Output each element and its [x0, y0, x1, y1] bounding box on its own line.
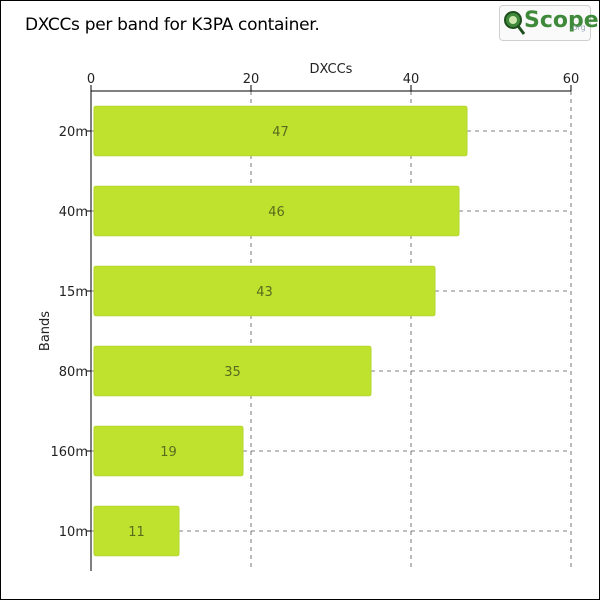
logo-text: Scope: [524, 8, 599, 33]
bar-value-label: 46: [268, 205, 285, 220]
y-axis-title: Bands: [38, 311, 53, 351]
bar: [93, 505, 180, 557]
x-tick-label: 60: [563, 72, 580, 87]
bar: [93, 185, 460, 237]
y-tick-label: 15m: [59, 285, 88, 300]
chart-title: DXCCs per band for K3PA container.: [25, 15, 320, 35]
bar: [93, 265, 436, 317]
x-tick-label: 20: [243, 72, 260, 87]
y-tick-label: 10m: [59, 525, 88, 540]
y-tick-label: 20m: [59, 125, 88, 140]
y-tick-label: 40m: [59, 205, 88, 220]
bar-value-label: 19: [160, 445, 177, 460]
x-tick-label: 0: [87, 72, 95, 87]
qscope-logo[interactable]: Scope .org: [499, 5, 599, 41]
bar-value-label: 35: [224, 365, 241, 380]
bar: [93, 425, 244, 477]
magnifier-logo-icon: [504, 11, 526, 35]
bar-value-label: 11: [128, 525, 145, 540]
y-tick-label: 160m: [51, 445, 88, 460]
x-tick-label: 40: [403, 72, 420, 87]
bar: [93, 345, 372, 397]
logo-subtext: .org: [570, 23, 586, 32]
bar-value-label: 47: [272, 125, 289, 140]
bar-value-label: 43: [256, 285, 273, 300]
x-axis-title: DXCCs: [310, 62, 353, 77]
bar: [93, 105, 468, 157]
y-tick-label: 80m: [59, 365, 88, 380]
